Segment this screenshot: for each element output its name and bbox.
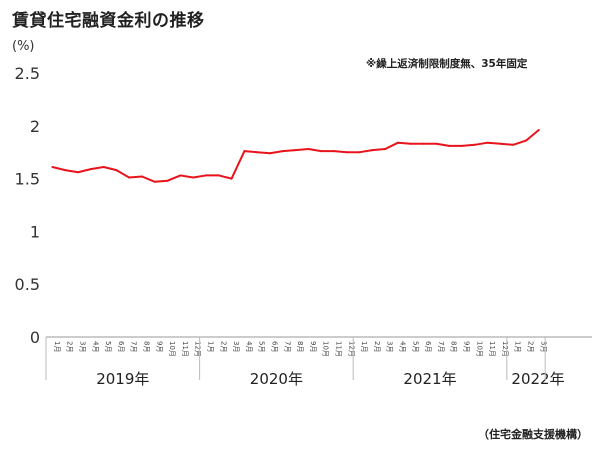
data-point bbox=[333, 150, 335, 153]
x-tick-label: 1月 bbox=[207, 341, 215, 352]
x-tick-label: 10月 bbox=[168, 341, 176, 357]
data-point bbox=[537, 129, 540, 132]
data-point bbox=[448, 144, 451, 147]
y-tick-label: 1 bbox=[30, 222, 40, 241]
x-tick-label: 3月 bbox=[79, 341, 87, 352]
data-point bbox=[166, 179, 169, 182]
data-point bbox=[345, 151, 348, 154]
data-point bbox=[179, 174, 182, 177]
year-label: 2022年 bbox=[511, 370, 564, 388]
x-tick-label: 4月 bbox=[91, 341, 99, 352]
x-tick-label: 11月 bbox=[181, 341, 189, 357]
data-point bbox=[243, 150, 246, 153]
x-tick-label: 7月 bbox=[437, 341, 445, 352]
y-axis-label: (%) bbox=[12, 39, 35, 54]
x-tick-label: 9月 bbox=[309, 341, 317, 352]
x-tick-label: 11月 bbox=[488, 341, 496, 357]
data-point bbox=[205, 174, 207, 177]
x-tick-label: 5月 bbox=[258, 341, 266, 352]
data-point bbox=[294, 149, 297, 152]
data-point bbox=[486, 141, 489, 144]
x-tick-label: 4月 bbox=[399, 341, 407, 352]
x-tick-label: 1月 bbox=[360, 341, 368, 352]
x-tick-label: 6月 bbox=[424, 341, 432, 352]
data-point bbox=[512, 143, 515, 146]
x-tick-label: 8月 bbox=[143, 341, 151, 352]
data-point bbox=[51, 165, 54, 168]
y-tick-label: 0 bbox=[30, 328, 40, 347]
x-tick-label: 2月 bbox=[66, 341, 74, 352]
x-tick-label: 11月 bbox=[335, 341, 343, 357]
data-point bbox=[269, 152, 271, 155]
y-tick-label: 0.5 bbox=[15, 275, 40, 294]
data-point bbox=[435, 142, 438, 145]
x-tick-label: 2月 bbox=[373, 341, 381, 352]
x-tick-label: 6月 bbox=[271, 341, 279, 352]
data-point bbox=[153, 180, 156, 183]
data-point bbox=[320, 150, 323, 153]
x-tick-label: 12月 bbox=[501, 341, 509, 357]
x-tick-label: 8月 bbox=[450, 341, 458, 352]
page-title: 賃貸住宅融資金利の推移 bbox=[12, 11, 205, 31]
x-tick-label: 9月 bbox=[463, 341, 471, 352]
y-tick-label: 2.5 bbox=[15, 64, 40, 83]
data-point bbox=[358, 151, 361, 154]
data-point bbox=[473, 143, 476, 146]
data-point bbox=[102, 165, 105, 168]
x-tick-label: 3月 bbox=[539, 341, 547, 352]
data-point bbox=[217, 174, 220, 177]
x-tick-label: 4月 bbox=[245, 341, 253, 352]
data-point bbox=[77, 171, 79, 174]
x-tick-label: 3月 bbox=[386, 341, 394, 352]
data-point bbox=[307, 148, 310, 151]
data-point bbox=[499, 142, 502, 145]
data-point bbox=[371, 149, 374, 152]
x-tick-label: 6月 bbox=[117, 341, 125, 352]
source-note: （住宅金融支援機構） bbox=[478, 428, 588, 441]
x-tick-label: 2月 bbox=[219, 341, 227, 352]
year-label: 2021年 bbox=[403, 370, 456, 388]
data-point bbox=[230, 177, 233, 180]
year-label: 2019年 bbox=[96, 370, 149, 388]
chart-note: ※繰上返済制限制度無、35年固定 bbox=[366, 58, 528, 70]
x-tick-label: 2月 bbox=[527, 341, 535, 352]
data-point bbox=[115, 169, 118, 172]
x-tick-label: 3月 bbox=[232, 341, 240, 352]
x-tick-label: 1月 bbox=[514, 341, 522, 352]
data-point bbox=[64, 169, 67, 172]
x-tick-label: 7月 bbox=[130, 341, 138, 352]
y-tick-label: 1.5 bbox=[15, 170, 40, 189]
data-point bbox=[422, 142, 425, 145]
data-point bbox=[461, 144, 463, 147]
x-tick-label: 5月 bbox=[104, 341, 112, 352]
x-tick-label: 10月 bbox=[322, 341, 330, 357]
x-tick-label: 7月 bbox=[283, 341, 291, 352]
data-point bbox=[281, 150, 284, 153]
series-line bbox=[52, 129, 540, 183]
data-point bbox=[192, 176, 195, 179]
x-tick-label: 10月 bbox=[475, 341, 483, 357]
data-point bbox=[128, 176, 131, 179]
data-point bbox=[384, 148, 387, 151]
data-point bbox=[397, 141, 399, 144]
x-tick-label: 5月 bbox=[411, 341, 419, 352]
data-point bbox=[141, 175, 143, 178]
x-tick-label: 12月 bbox=[194, 341, 202, 357]
y-tick-label: 2 bbox=[30, 117, 40, 136]
x-tick-label: 9月 bbox=[155, 341, 163, 352]
data-point bbox=[409, 142, 412, 145]
data-point bbox=[256, 151, 259, 154]
x-tick-label: 1月 bbox=[53, 341, 61, 352]
data-point bbox=[525, 139, 527, 142]
data-point bbox=[89, 168, 92, 171]
year-label: 2020年 bbox=[250, 370, 303, 388]
x-tick-label: 12月 bbox=[347, 341, 355, 357]
x-tick-label: 8月 bbox=[296, 341, 304, 352]
